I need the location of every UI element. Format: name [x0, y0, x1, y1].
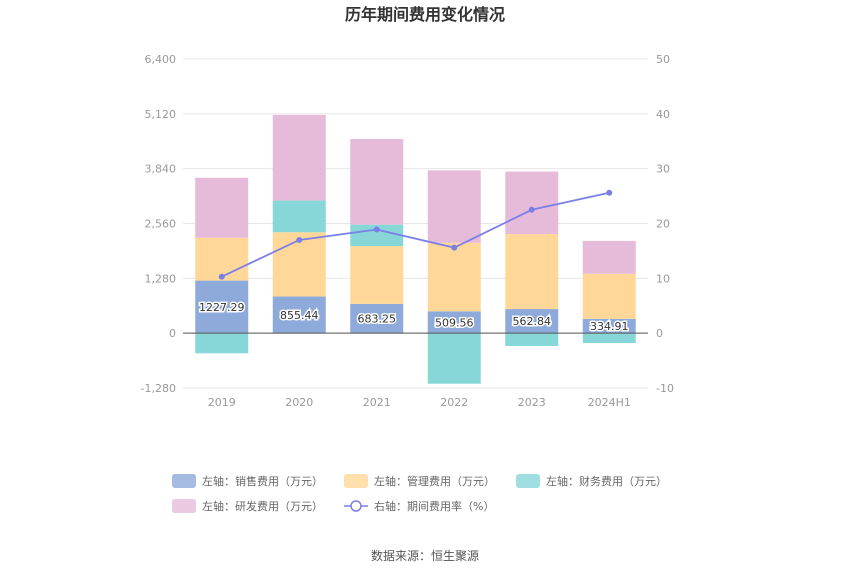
- data-label: 1227.29: [199, 301, 245, 314]
- left-tick-label: 3,840: [145, 163, 177, 176]
- bar-1: [427, 242, 481, 312]
- bar-2: [350, 224, 404, 247]
- data-label: 855.44: [280, 309, 319, 322]
- rate-line: [218, 189, 613, 280]
- rate-point: [606, 189, 613, 196]
- legend-item[interactable]: 左轴：研发费用（万元）: [172, 499, 323, 513]
- bar-3: [505, 171, 559, 235]
- x-tick-label: 2021: [363, 396, 391, 409]
- bar-3: [582, 240, 636, 274]
- bar-2: [195, 333, 249, 354]
- bar-2: [582, 333, 636, 344]
- bar-2: [272, 200, 326, 233]
- legend-label: 右轴：期间费用率（%）: [374, 499, 494, 513]
- legend-label: 左轴：财务费用（万元）: [546, 474, 667, 488]
- source-note: 数据来源：恒生聚源: [371, 548, 479, 563]
- bar-2: [505, 333, 559, 347]
- left-axis: -1,280 0 1,280 2,560 3,840 5,120 6,400: [141, 53, 176, 395]
- right-tick-label: -10: [656, 382, 674, 395]
- rate-point: [373, 226, 380, 233]
- data-labels: 1227.29 855.44 683.25 509.56 562.84 334.91: [198, 299, 631, 334]
- bar-0: [195, 280, 249, 334]
- bar-0: [505, 309, 559, 334]
- legend-label: 左轴：销售费用（万元）: [202, 474, 323, 488]
- data-label: 683.25: [358, 313, 397, 326]
- bar-0: [427, 311, 481, 334]
- rate-point: [451, 244, 458, 251]
- data-label: 562.84: [513, 315, 552, 328]
- left-tick-label: 5,120: [145, 108, 177, 121]
- bars: [195, 114, 636, 384]
- legend-swatch: [172, 499, 196, 513]
- legend-swatch: [344, 474, 368, 488]
- bar-0: [582, 318, 636, 334]
- right-tick-label: 50: [656, 53, 670, 66]
- bar-1: [505, 234, 559, 310]
- bar-3: [350, 138, 404, 225]
- x-axis: 2019 2020 2021 2022 2023 2024H1: [208, 396, 631, 409]
- right-tick-label: 40: [656, 108, 670, 121]
- data-label: 509.56: [435, 316, 474, 329]
- bar-3: [272, 114, 326, 201]
- chart-title: 历年期间费用变化情况: [345, 5, 505, 24]
- data-label: 334.91: [590, 320, 629, 333]
- bar-1: [195, 237, 249, 281]
- legend-item[interactable]: 左轴：财务费用（万元）: [516, 474, 667, 488]
- legend-label: 左轴：研发费用（万元）: [202, 499, 323, 513]
- legend-item[interactable]: 右轴：期间费用率（%）: [344, 499, 494, 513]
- bar-0: [350, 303, 404, 334]
- right-tick-label: 0: [656, 327, 663, 340]
- bar-0: [272, 296, 326, 334]
- left-tick-label: 1,280: [145, 272, 177, 285]
- bar-2: [427, 333, 481, 384]
- rate-polyline: [221, 191, 610, 278]
- x-tick-label: 2019: [208, 396, 236, 409]
- bar-1: [582, 273, 636, 319]
- legend-item[interactable]: 左轴：管理费用（万元）: [344, 474, 495, 488]
- left-tick-label: 2,560: [145, 218, 177, 231]
- right-axis: -10 0 10 20 30 40 50: [656, 53, 674, 395]
- left-tick-label: 0: [169, 327, 176, 340]
- bar-3: [427, 170, 481, 243]
- legend[interactable]: 左轴：销售费用（万元） 左轴：管理费用（万元） 左轴：财务费用（万元） 左轴：研发费用…: [172, 474, 667, 513]
- left-tick-label: 6,400: [145, 53, 177, 66]
- grid: [183, 58, 648, 389]
- bar-3: [195, 177, 249, 238]
- x-tick-label: 2022: [440, 396, 468, 409]
- bar-1: [350, 246, 404, 304]
- rate-point: [218, 273, 225, 280]
- x-tick-label: 2023: [518, 396, 546, 409]
- legend-label: 左轴：管理费用（万元）: [374, 474, 495, 488]
- left-tick-label: -1,280: [141, 382, 176, 395]
- rate-point: [296, 236, 303, 243]
- legend-marker: [350, 500, 362, 512]
- legend-swatch: [172, 474, 196, 488]
- x-tick-label: 2020: [285, 396, 313, 409]
- right-tick-label: 30: [656, 163, 670, 176]
- right-tick-label: 10: [656, 272, 670, 285]
- rate-point: [528, 206, 535, 213]
- bar-1: [272, 232, 326, 297]
- legend-swatch: [516, 474, 540, 488]
- x-tick-label: 2024H1: [588, 396, 631, 409]
- legend-item[interactable]: 左轴：销售费用（万元）: [172, 474, 323, 488]
- right-tick-label: 20: [656, 218, 670, 231]
